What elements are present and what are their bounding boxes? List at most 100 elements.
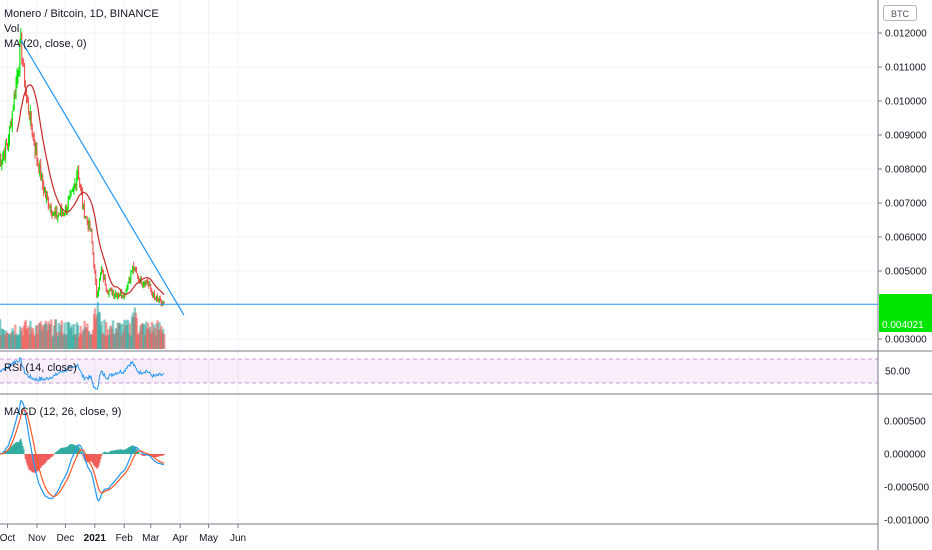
macd-histogram-bar xyxy=(158,454,161,457)
candle-body xyxy=(127,282,129,289)
candle-body xyxy=(44,190,45,192)
candle-body xyxy=(0,159,2,164)
price-tick-label: 0.003000 xyxy=(885,335,927,346)
candle-body xyxy=(37,160,39,166)
macd-histogram-bar xyxy=(121,449,124,454)
date-tick-label: May xyxy=(199,533,218,544)
macd-histogram-bar xyxy=(125,449,127,454)
candle-body xyxy=(157,298,159,302)
macd-histogram-bar xyxy=(160,454,163,456)
candle-body xyxy=(61,209,63,213)
candle-body xyxy=(80,183,82,188)
macd-histogram-bar xyxy=(80,452,83,454)
macd-histogram-bar xyxy=(73,444,75,454)
candle-body xyxy=(35,149,37,153)
trendline[interactable] xyxy=(20,39,185,316)
macd-histogram-bar xyxy=(18,442,20,454)
candle-body xyxy=(52,213,54,216)
candle-body xyxy=(133,265,135,271)
macd-histogram-bar xyxy=(43,454,46,464)
candle-body xyxy=(115,293,117,295)
candle-body xyxy=(105,285,107,290)
candle-body xyxy=(29,111,31,119)
candle-body xyxy=(17,73,19,77)
candle-body xyxy=(75,183,77,186)
candle-body xyxy=(18,68,20,74)
macd-histogram-bar xyxy=(36,454,38,472)
candle-body xyxy=(71,189,73,191)
macd-histogram-bar xyxy=(103,451,106,454)
candle-body xyxy=(6,143,8,146)
macd-histogram-bar xyxy=(28,454,31,471)
ma-legend: MA (20, close, 0) xyxy=(4,38,87,50)
macd-histogram-bar xyxy=(94,454,97,468)
candle-body xyxy=(87,222,89,230)
candle-body xyxy=(145,280,147,285)
candle-body xyxy=(36,149,38,161)
macd-histogram-bar xyxy=(23,454,26,455)
candle-body xyxy=(137,273,138,279)
macd-histogram-bar xyxy=(138,453,141,454)
macd-histogram-bar xyxy=(61,447,64,454)
candle-body xyxy=(78,170,80,180)
candle-body xyxy=(58,214,60,216)
macd-histogram-bar xyxy=(101,453,104,455)
macd-tick-label: -0.000500 xyxy=(884,483,929,494)
candle-body xyxy=(120,291,122,297)
volume-bar xyxy=(60,320,64,349)
macd-histogram-bar xyxy=(118,449,121,454)
candle-body xyxy=(162,302,164,304)
macd-histogram-bar xyxy=(52,454,54,456)
candle-body xyxy=(54,212,56,215)
volume-bar xyxy=(135,317,138,349)
macd-histogram-bar xyxy=(76,445,79,454)
candle-body xyxy=(101,269,103,271)
macd-histogram-bar xyxy=(13,443,16,454)
macd-histogram-bar xyxy=(21,446,24,454)
macd-histogram-bar xyxy=(129,446,132,454)
macd-histogram-bar xyxy=(66,447,69,454)
macd-histogram-bar xyxy=(8,448,11,454)
candle-body xyxy=(13,94,15,109)
price-tick-label: 0.011000 xyxy=(885,63,926,74)
volume-bar xyxy=(50,319,53,349)
candle-body xyxy=(97,293,99,297)
candle-body xyxy=(107,291,109,295)
currency-badge[interactable]: BTC xyxy=(883,5,917,21)
candle-body xyxy=(134,267,136,271)
price-tick-label: 0.007000 xyxy=(885,199,927,210)
candle-body xyxy=(67,199,69,208)
candle-body xyxy=(126,288,128,290)
candle-body xyxy=(103,277,105,280)
candle-body xyxy=(19,42,21,69)
candle-body xyxy=(20,33,22,43)
macd-histogram-bar xyxy=(123,449,126,454)
macd-histogram-bar xyxy=(14,443,17,454)
candle-body xyxy=(123,293,125,299)
candle-body xyxy=(55,210,57,215)
candle-body xyxy=(49,206,51,208)
candle-body xyxy=(119,295,120,297)
macd-histogram-bar xyxy=(62,447,65,454)
macd-histogram-bar xyxy=(11,445,14,454)
volume-bar xyxy=(0,319,2,349)
macd-histogram-bar xyxy=(128,447,131,454)
candle-body xyxy=(77,170,79,177)
candle-body xyxy=(94,267,96,272)
candle-body xyxy=(154,293,156,298)
price-tag xyxy=(879,318,932,332)
macd-histogram-bar xyxy=(142,454,145,456)
price-tick-label: 0.012000 xyxy=(885,29,927,40)
price-tick-label: 0.009000 xyxy=(885,131,927,142)
macd-histogram-bar xyxy=(64,447,67,454)
macd-histogram-bar xyxy=(96,454,99,469)
macd-histogram-bar xyxy=(89,454,91,462)
candle-body xyxy=(122,296,124,299)
candle-body xyxy=(104,277,106,286)
macd-histogram-bar xyxy=(99,454,102,460)
macd-histogram-bar xyxy=(6,450,9,454)
macd-histogram-bar xyxy=(155,454,158,457)
macd-histogram-bar xyxy=(135,448,138,454)
candle-body xyxy=(50,206,52,214)
